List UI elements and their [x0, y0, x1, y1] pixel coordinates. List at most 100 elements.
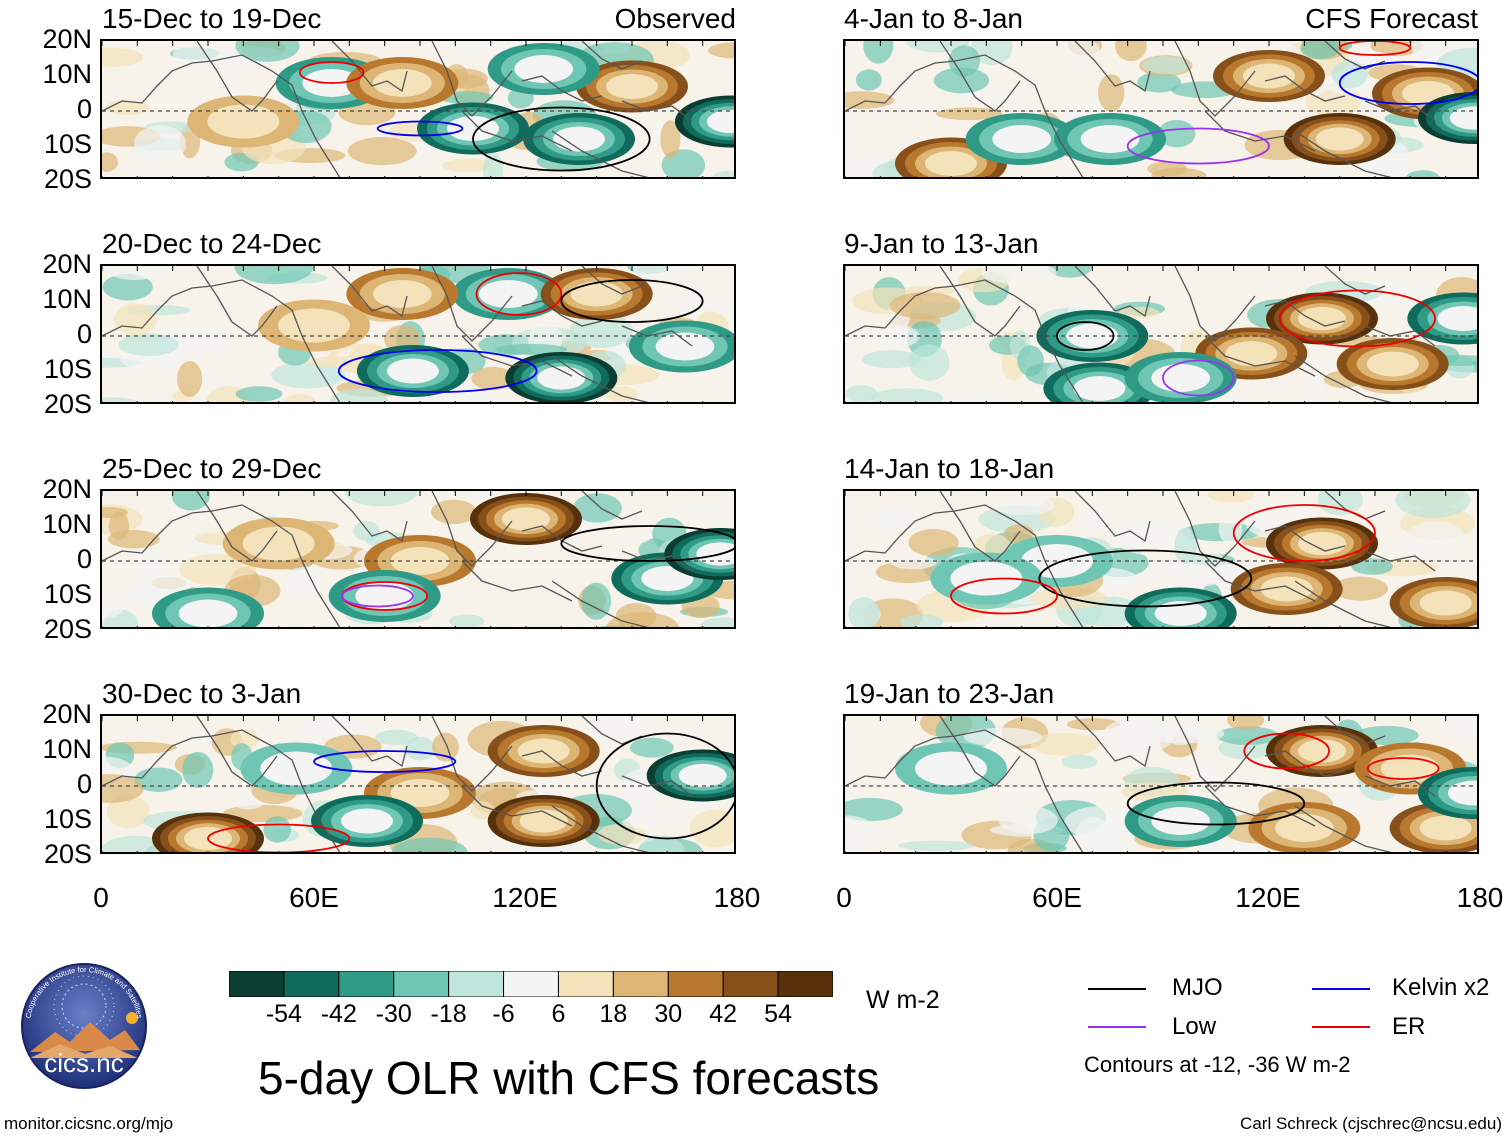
y-tick: 20N — [42, 474, 92, 504]
olr-blob — [973, 533, 1011, 556]
olr-blob — [1361, 156, 1413, 176]
olr-anomaly — [390, 779, 450, 807]
panel-title: 19-Jan to 23-Jan — [844, 678, 1055, 709]
olr-blob — [845, 815, 879, 852]
olr-blob — [845, 141, 857, 156]
olr-blob — [102, 397, 138, 402]
map-panel-fcst-2 — [843, 264, 1479, 404]
olr-blob — [889, 292, 961, 319]
olr-blob — [1216, 726, 1279, 745]
panel-title: 9-Jan to 13-Jan — [844, 228, 1039, 259]
coastline — [521, 750, 603, 777]
colorbar-label: -54 — [265, 1000, 302, 1028]
colorbar-swatch — [667, 971, 724, 997]
wave-contour — [207, 823, 351, 852]
olr-anomaly — [915, 751, 987, 786]
olr-blob — [970, 41, 1013, 65]
olr-anomaly — [355, 582, 414, 610]
olr-anomaly — [641, 566, 694, 591]
map-panel-obs-1 — [100, 39, 736, 179]
wave-contour — [1038, 549, 1253, 608]
olr-blob — [114, 303, 157, 336]
olr-anomaly — [1419, 815, 1472, 841]
olr-blob — [102, 273, 153, 301]
olr-blob — [845, 385, 878, 402]
olr-blob — [344, 491, 418, 507]
olr-anomaly — [537, 366, 586, 390]
wave-contour — [313, 750, 457, 773]
y-tick: 10S — [43, 804, 92, 834]
olr-blob — [933, 67, 990, 94]
logo-text: cics.nc — [44, 1048, 123, 1078]
y-tick: 20S — [43, 389, 92, 419]
olr-blob — [1061, 754, 1098, 769]
olr-anomaly — [386, 358, 439, 384]
olr-blob — [997, 787, 1042, 804]
coastline — [461, 110, 573, 152]
wave-contour — [472, 106, 651, 172]
x-tick: 180 — [1456, 882, 1504, 913]
x-tick: 60E — [289, 882, 339, 913]
olr-blob — [133, 549, 169, 576]
coastline — [461, 335, 573, 377]
olr-blob — [102, 506, 128, 518]
wave-contour — [1126, 781, 1306, 826]
map-panel-obs-4 — [100, 714, 736, 854]
coastline — [331, 716, 408, 768]
olr-anomaly — [1298, 306, 1346, 331]
olr-blob — [449, 614, 485, 627]
olr-anomaly — [1315, 127, 1364, 151]
coastline — [521, 75, 603, 102]
olr-anomaly — [1225, 341, 1278, 366]
coastline — [1264, 525, 1346, 552]
olr-blob — [133, 125, 187, 163]
coastline — [581, 41, 643, 70]
olr-anomaly — [1021, 544, 1093, 578]
olr-anomaly — [570, 281, 623, 307]
wave-contour — [560, 279, 704, 323]
coastline — [1174, 266, 1256, 342]
olr-anomaly — [479, 280, 538, 308]
coastline — [621, 100, 693, 122]
olr-blob — [1405, 170, 1440, 177]
wave-contour — [298, 61, 365, 84]
wave-contour — [1338, 41, 1412, 56]
olr-anomaly — [514, 55, 573, 83]
olr-blob — [234, 266, 314, 285]
olr-blob — [1095, 838, 1130, 852]
coastline — [1294, 580, 1392, 627]
olr-blob — [1317, 491, 1363, 516]
wave-contour — [595, 732, 734, 840]
legend-line-er — [1312, 1026, 1370, 1028]
colorbar-label: 42 — [709, 1000, 738, 1028]
olr-blob — [182, 751, 214, 788]
map-panel-obs-2 — [100, 264, 736, 404]
olr-blob — [177, 361, 203, 397]
olr-anomaly — [1437, 306, 1477, 331]
olr-blob — [235, 41, 300, 62]
wave-contour — [560, 525, 734, 562]
legend-label: ER — [1392, 1013, 1426, 1040]
x-tick: 0 — [93, 882, 109, 913]
wave-contour — [1243, 732, 1330, 770]
wave-contour — [1056, 321, 1115, 351]
colorbar-swatch — [393, 971, 450, 997]
olr-blob — [660, 120, 681, 159]
olr-blob — [890, 555, 937, 570]
x-tick: 120E — [492, 882, 558, 913]
forecast-label: CFS Forecast — [1305, 3, 1478, 34]
olr-blob — [877, 509, 922, 521]
contour-note: Contours at -12, -36 W m-2 — [1084, 1052, 1351, 1077]
olr-anomaly — [678, 763, 727, 788]
coastline — [1204, 335, 1316, 377]
olr-blob — [898, 840, 974, 851]
coastline — [939, 716, 1021, 787]
y-tick: 0 — [76, 769, 92, 799]
coastline — [621, 775, 693, 797]
olr-blob — [991, 496, 1056, 515]
coastline — [939, 491, 1021, 562]
olr-blob — [862, 323, 920, 349]
olr-blob — [1193, 760, 1215, 784]
olr-blob — [581, 582, 612, 620]
olr-anomaly — [519, 809, 568, 833]
